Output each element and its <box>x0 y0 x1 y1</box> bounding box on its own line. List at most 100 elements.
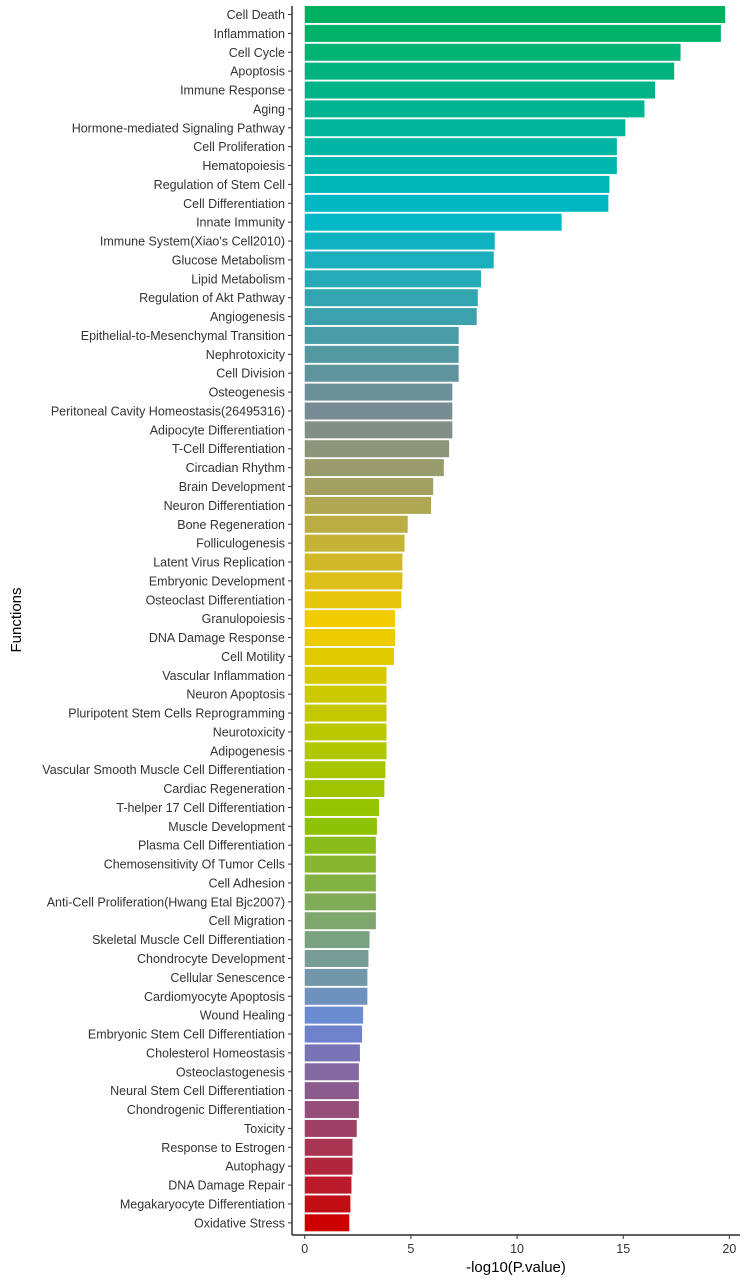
category-label: Cell Cycle <box>229 46 285 60</box>
x-tick-label: 5 <box>407 1242 414 1256</box>
bars-group <box>304 6 726 1232</box>
category-label: Cell Motility <box>221 650 286 664</box>
category-label: Folliculogenesis <box>196 537 285 551</box>
category-label: Adipocyte Differentiation <box>150 423 285 437</box>
category-label: Granulopoiesis <box>202 612 285 626</box>
category-label: Hematopoiesis <box>202 159 285 173</box>
category-label: Hormone-mediated Signaling Pathway <box>72 121 286 135</box>
category-label: Lipid Metabolism <box>191 272 285 286</box>
category-label: Peritoneal Cavity Homeostasis(26495316) <box>51 404 285 418</box>
bar <box>304 1214 350 1232</box>
bar <box>304 251 494 269</box>
bar <box>304 817 377 835</box>
bar <box>304 742 387 760</box>
category-label: Regulation of Stem Cell <box>154 178 285 192</box>
bar <box>304 629 395 647</box>
bar <box>304 119 626 137</box>
category-label: Cell Death <box>227 8 285 22</box>
bar <box>304 515 408 533</box>
bar <box>304 912 376 930</box>
category-label: Adipogenesis <box>210 744 285 758</box>
bar <box>304 421 453 439</box>
y-ticks <box>288 14 292 1224</box>
bar <box>304 874 376 892</box>
category-label: Innate Immunity <box>196 216 286 230</box>
category-label: Oxidative Stress <box>194 1216 285 1230</box>
bar <box>304 1006 364 1024</box>
bar <box>304 43 681 61</box>
category-label: Vascular Smooth Muscle Cell Differentiat… <box>42 763 285 777</box>
category-label: Chemosensitivity Of Tumor Cells <box>104 858 285 872</box>
bar <box>304 685 387 703</box>
x-tick-label: 0 <box>301 1242 308 1256</box>
bar <box>304 610 395 628</box>
category-label: Cell Adhesion <box>209 876 285 890</box>
bar <box>304 496 432 514</box>
category-label: Anti-Cell Proliferation(Hwang Etal Bjc20… <box>47 895 285 909</box>
bar <box>304 1025 363 1043</box>
category-label: Cell Division <box>216 367 285 381</box>
bar <box>304 402 453 420</box>
category-label: Embryonic Stem Cell Differentiation <box>88 1028 285 1042</box>
bar <box>304 723 387 741</box>
category-label: Autophagy <box>225 1160 286 1174</box>
bar <box>304 459 444 477</box>
category-label: Wound Healing <box>200 1009 285 1023</box>
category-label: Plasma Cell Differentiation <box>138 839 285 853</box>
bar <box>304 232 495 250</box>
bar <box>304 1195 351 1213</box>
x-axis-title: -log10(P.value) <box>466 1259 566 1276</box>
category-label: Inflammation <box>213 27 285 41</box>
category-label: Toxicity <box>244 1122 286 1136</box>
category-label: Latent Virus Replication <box>153 556 285 570</box>
category-label: Immune System(Xiao's Cell2010) <box>100 235 285 249</box>
category-label: T-Cell Differentiation <box>172 442 285 456</box>
bar <box>304 1157 353 1175</box>
category-label: Circadian Rhythm <box>186 461 285 475</box>
bar <box>304 345 459 363</box>
x-tick-label: 15 <box>616 1242 630 1256</box>
category-label: Pluripotent Stem Cells Reprogramming <box>68 707 285 721</box>
category-label: Chondrogenic Differentiation <box>127 1103 285 1117</box>
bar <box>304 931 370 949</box>
bar <box>304 478 434 495</box>
bar <box>304 157 617 175</box>
bar <box>304 780 385 798</box>
category-label: Epithelial-to-Mesenchymal Transition <box>81 329 285 343</box>
bar <box>304 1138 353 1156</box>
y-axis-title: Functions <box>8 587 25 652</box>
category-label: Osteogenesis <box>209 386 285 400</box>
category-label: Nephrotoxicity <box>206 348 286 362</box>
bar <box>304 950 369 967</box>
bar <box>304 100 645 118</box>
bar <box>304 24 721 42</box>
bar <box>304 270 481 288</box>
category-label: DNA Damage Response <box>149 631 285 645</box>
bar <box>304 1101 359 1119</box>
category-label: Immune Response <box>180 84 285 98</box>
category-label: Muscle Development <box>168 820 285 834</box>
bar <box>304 591 402 609</box>
category-label: Cell Migration <box>209 914 285 928</box>
bar <box>304 194 609 212</box>
category-label: Skeletal Muscle Cell Differentiation <box>92 933 285 947</box>
category-label: DNA Damage Repair <box>168 1179 285 1193</box>
bar <box>304 534 405 552</box>
category-label: Cholesterol Homeostasis <box>146 1046 285 1060</box>
category-label: Angiogenesis <box>210 310 285 324</box>
category-label: Brain Development <box>179 480 286 494</box>
bar <box>304 855 376 873</box>
category-label: Cellular Senescence <box>170 971 285 985</box>
category-label: Osteoclast Differentiation <box>146 593 285 607</box>
bar <box>304 1176 352 1194</box>
x-tick-label: 20 <box>722 1242 736 1256</box>
bar <box>304 326 459 344</box>
category-label: Neural Stem Cell Differentiation <box>110 1084 285 1098</box>
bar <box>304 1082 359 1100</box>
bar <box>304 666 387 684</box>
category-label: Aging <box>253 102 285 116</box>
category-label: Regulation of Akt Pathway <box>139 291 286 305</box>
category-label: Glucose Metabolism <box>172 253 285 267</box>
category-labels: Cell Death Inflammation Cell Cycle Apoptosi… <box>42 8 285 1230</box>
